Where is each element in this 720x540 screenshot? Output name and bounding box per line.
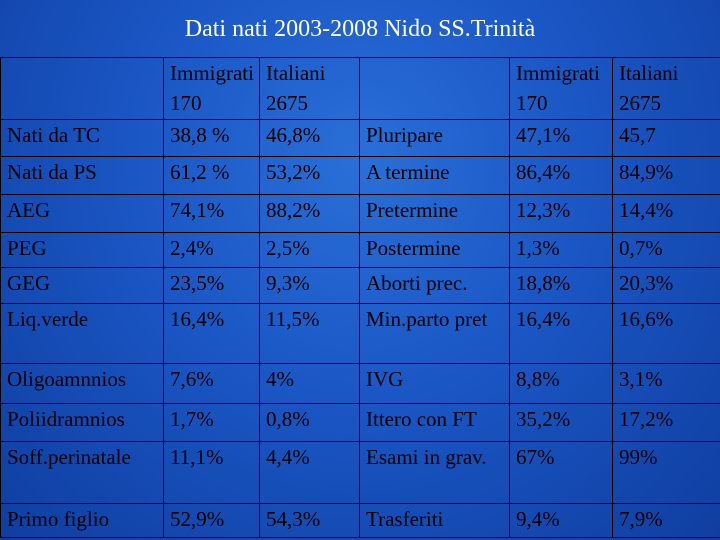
left-italiani-value: 0,8% <box>259 403 360 442</box>
table-row: Primo figlio 52,9% 54,3% Trasferiti 9,4%… <box>0 503 720 538</box>
table-row: PEG 2,4% 2,5% Postermine 1,3% 0,7% <box>0 232 720 268</box>
left-label: AEG <box>0 194 164 233</box>
right-immigrati-value: 9,4% <box>509 503 613 538</box>
left-label: GEG <box>0 267 164 304</box>
left-immigrati-value: 23,5% <box>163 267 260 304</box>
left-italiani-value: 46,8% <box>259 119 360 157</box>
table-row: Nati da PS 61,2 % 53,2% A termine 86,4% … <box>0 156 720 195</box>
left-immigrati-value: 2,4% <box>163 232 260 268</box>
left-label: Liq.verde <box>0 303 164 364</box>
right-label: Pluripare <box>359 119 510 157</box>
left-italiani-value: 88,2% <box>259 194 360 233</box>
left-immigrati-value: 74,1% <box>163 194 260 233</box>
right-immigrati-value: 8,8% <box>509 363 613 404</box>
header-empty-cell <box>0 57 164 120</box>
header-immigrati-right: Immigrati 170 <box>509 57 613 120</box>
table-row: Oligoamnnios 7,6% 4% IVG 8,8% 3,1% <box>0 363 720 404</box>
left-immigrati-value: 38,8 % <box>163 119 260 157</box>
right-italiani-value: 99% <box>612 441 720 504</box>
left-italiani-value: 4,4% <box>259 441 360 504</box>
right-italiani-value: 3,1% <box>612 363 720 404</box>
right-label: A termine <box>359 156 510 195</box>
right-label: IVG <box>359 363 510 404</box>
left-italiani-value: 2,5% <box>259 232 360 268</box>
right-immigrati-value: 35,2% <box>509 403 613 442</box>
right-label: Aborti prec. <box>359 267 510 304</box>
right-immigrati-value: 12,3% <box>509 194 613 233</box>
slide-title: Dati nati 2003-2008 Nido SS.Trinità <box>184 16 536 42</box>
left-italiani-value: 53,2% <box>259 156 360 195</box>
left-label: Nati da TC <box>0 119 164 157</box>
left-label: Soff.perinatale <box>0 441 164 504</box>
left-immigrati-value: 61,2 % <box>163 156 260 195</box>
table-row: GEG 23,5% 9,3% Aborti prec. 18,8% 20,3% <box>0 267 720 304</box>
left-immigrati-value: 7,6% <box>163 363 260 404</box>
right-italiani-value: 0,7% <box>612 232 720 268</box>
left-label: PEG <box>0 232 164 268</box>
right-immigrati-value: 86,4% <box>509 156 613 195</box>
right-italiani-value: 14,4% <box>612 194 720 233</box>
header-immigrati-left: Immigrati 170 <box>163 57 260 120</box>
left-label: Poliidramnios <box>0 403 164 442</box>
table-header-row: Immigrati 170 Italiani 2675 Immigrati 170 I… <box>0 57 720 120</box>
header-italiani-right: Italiani 2675 <box>612 57 720 120</box>
table-row: Liq.verde 16,4% 11,5% Min.parto pret 16,… <box>0 303 720 364</box>
right-immigrati-value: 67% <box>509 441 613 504</box>
right-label: Ittero con FT <box>359 403 510 442</box>
right-label: Trasferiti <box>359 503 510 538</box>
right-immigrati-value: 1,3% <box>509 232 613 268</box>
right-immigrati-value: 16,4% <box>509 303 613 364</box>
left-label: Oligoamnnios <box>0 363 164 404</box>
right-italiani-value: 84,9% <box>612 156 720 195</box>
right-label: Postermine <box>359 232 510 268</box>
header-empty-cell <box>359 57 510 120</box>
right-italiani-value: 7,9% <box>612 503 720 538</box>
right-label: Min.parto pret <box>359 303 510 364</box>
right-immigrati-value: 18,8% <box>509 267 613 304</box>
right-italiani-value: 16,6% <box>612 303 720 364</box>
left-label: Primo figlio <box>0 503 164 538</box>
header-italiani-left: Italiani 2675 <box>259 57 360 120</box>
data-table: Immigrati 170 Italiani 2675 Immigrati 170 I… <box>0 57 720 538</box>
left-immigrati-value: 11,1% <box>163 441 260 504</box>
left-italiani-value: 11,5% <box>259 303 360 364</box>
left-label: Nati da PS <box>0 156 164 195</box>
right-italiani-value: 20,3% <box>612 267 720 304</box>
left-italiani-value: 4% <box>259 363 360 404</box>
right-label: Pretermine <box>359 194 510 233</box>
right-italiani-value: 17,2% <box>612 403 720 442</box>
table-row: Poliidramnios 1,7% 0,8% Ittero con FT 35… <box>0 403 720 442</box>
left-immigrati-value: 1,7% <box>163 403 260 442</box>
right-italiani-value: 45,7 <box>612 119 720 157</box>
table-row: Soff.perinatale 11,1% 4,4% Esami in grav… <box>0 441 720 504</box>
left-immigrati-value: 52,9% <box>163 503 260 538</box>
right-label: Esami in grav. <box>359 441 510 504</box>
left-italiani-value: 9,3% <box>259 267 360 304</box>
table-row: Nati da TC 38,8 % 46,8% Pluripare 47,1% … <box>0 119 720 157</box>
left-immigrati-value: 16,4% <box>163 303 260 364</box>
table-row: AEG 74,1% 88,2% Pretermine 12,3% 14,4% <box>0 194 720 233</box>
right-immigrati-value: 47,1% <box>509 119 613 157</box>
left-italiani-value: 54,3% <box>259 503 360 538</box>
